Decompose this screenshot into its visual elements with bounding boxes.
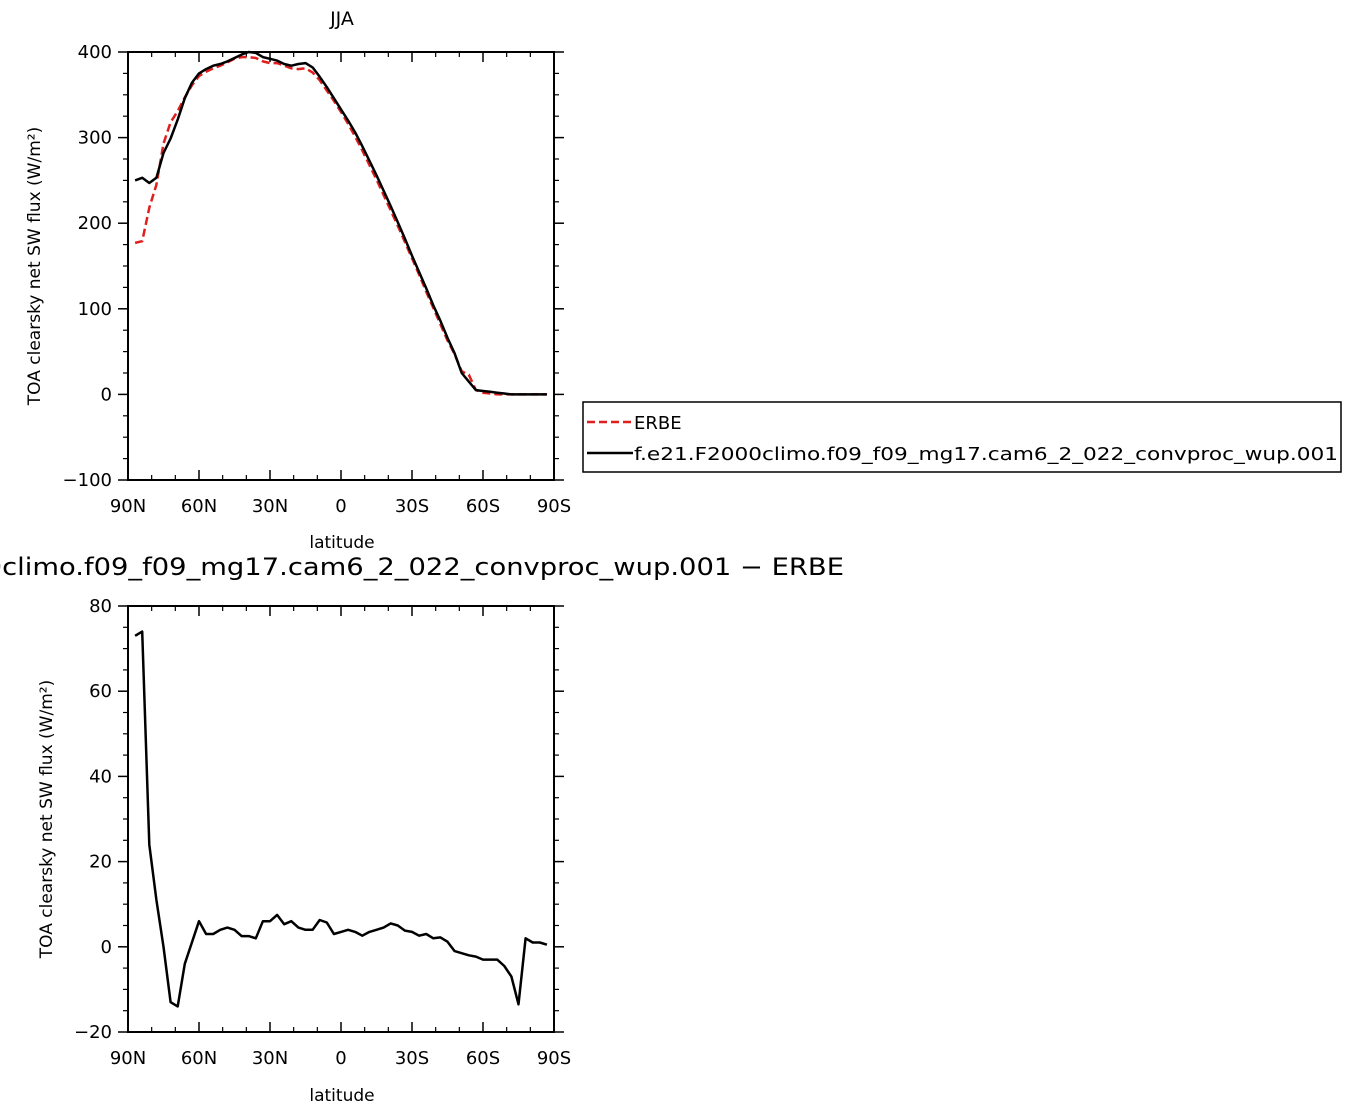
bottom-y-tick-label: 40 [89, 766, 112, 787]
bottom-x-tick-label: 30N [252, 1048, 288, 1069]
bottom-y-tick-label: 80 [89, 596, 112, 617]
bottom-y-tick-label: 0 [101, 937, 112, 958]
bottom-y-tick-label: 20 [89, 852, 112, 873]
bottom-x-tick-labels: 90N 60N 30N 0 30S 60S 90S [110, 1048, 571, 1069]
top-x-tick-labels: 90N 60N 30N 0 30S 60S 90S [110, 496, 571, 517]
top-x-tick-label: 60S [466, 496, 500, 517]
bottom-x-tick-label: 60N [181, 1048, 217, 1069]
top-x-tick-label: 0 [335, 496, 346, 517]
bottom-y-axis-label: TOA clearsky net SW flux (W/m²) [37, 680, 57, 959]
top-plot-frame [127, 51, 555, 481]
top-y-tick-label: −100 [63, 470, 112, 491]
legend-label-erbe: ERBE [634, 413, 682, 434]
top-x-axis-label: latitude [309, 533, 374, 553]
bottom-x-axis-label: latitude [309, 1086, 374, 1106]
top-y-tick-labels: −100 0 100 200 300 400 [63, 42, 112, 491]
legend: ERBE f.e21.F2000climo.f09_f09_mg17.cam6_… [582, 401, 1342, 473]
top-x-tick-label: 90N [110, 496, 146, 517]
bottom-y-tick-label: −20 [74, 1022, 112, 1043]
top-y-tick-label: 300 [78, 128, 112, 149]
top-panel: JJA 90N 60N 30N 0 30S 60S 90S −100 0 100 200 300 40… [25, 8, 571, 553]
top-x-tick-label: 30N [252, 496, 288, 517]
top-x-tick-label: 30S [395, 496, 429, 517]
top-ticks [118, 51, 564, 481]
top-y-tick-label: 400 [78, 42, 112, 63]
legend-box [582, 401, 1342, 473]
bottom-chart-title: f.e21.F2000climo.f09_f09_mg17.cam6_2_022… [0, 553, 844, 581]
top-series-lines [134, 50, 547, 396]
bottom-panel: f.e21.F2000climo.f09_f09_mg17.cam6_2_022… [0, 553, 844, 1106]
top-series-line-erbe [134, 55, 547, 396]
top-x-tick-label: 90S [537, 496, 571, 517]
top-y-tick-label: 0 [101, 384, 112, 405]
top-x-tick-label: 60N [181, 496, 217, 517]
bottom-x-tick-label: 30S [395, 1048, 429, 1069]
bottom-x-tick-label: 0 [335, 1048, 346, 1069]
bottom-series-lines [134, 630, 548, 1008]
bottom-series-line-0 [134, 630, 548, 1008]
top-y-tick-label: 200 [78, 213, 112, 234]
bottom-x-tick-label: 60S [466, 1048, 500, 1069]
top-chart-title: JJA [329, 8, 354, 30]
top-y-tick-label: 100 [78, 299, 112, 320]
bottom-ticks [118, 605, 564, 1033]
top-series-line-f-e21-f2000climo-f09 [134, 50, 547, 396]
top-y-axis-label: TOA clearsky net SW flux (W/m²) [25, 127, 45, 406]
bottom-plot-frame [127, 605, 555, 1033]
bottom-x-tick-label: 90S [537, 1048, 571, 1069]
bottom-y-tick-labels: −20 0 20 40 60 80 [74, 596, 112, 1043]
legend-label-model: f.e21.F2000climo.f09_f09_mg17.cam6_2_022… [634, 444, 1338, 465]
bottom-y-tick-label: 60 [89, 681, 112, 702]
bottom-x-tick-label: 90N [110, 1048, 146, 1069]
